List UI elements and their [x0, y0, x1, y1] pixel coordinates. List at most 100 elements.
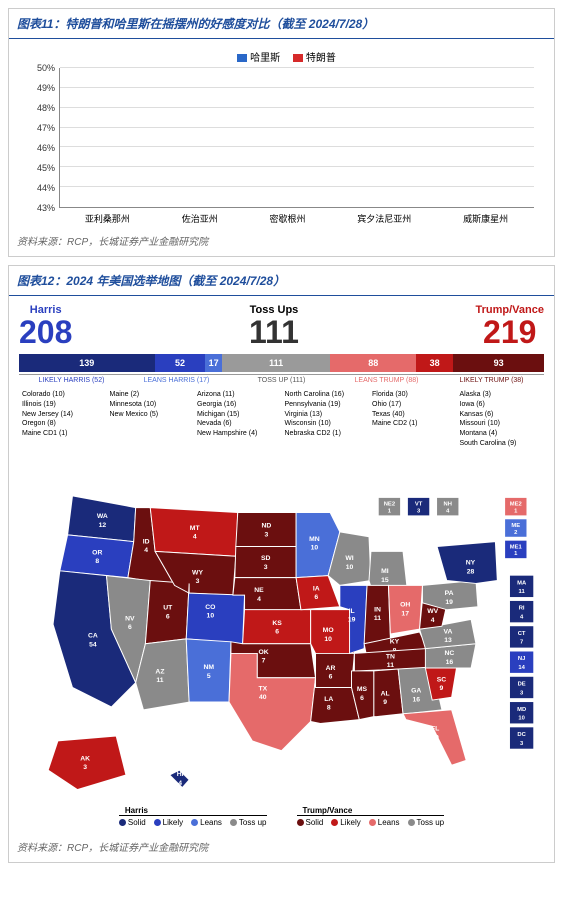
- states-column: Maine (2)Minnesota (10)New Mexico (5): [107, 388, 195, 451]
- ev-segment: 93: [453, 354, 544, 372]
- svg-text:6: 6: [275, 628, 279, 635]
- svg-text:AK: AK: [80, 755, 90, 762]
- svg-text:FL: FL: [431, 725, 439, 732]
- svg-text:7: 7: [520, 639, 523, 645]
- svg-text:8: 8: [95, 558, 99, 565]
- svg-text:MI: MI: [381, 568, 389, 575]
- svg-text:UT: UT: [163, 604, 173, 611]
- category-headers: LIKELY HARRIS (52)LEANS HARRIS (17)TOSS …: [19, 374, 544, 386]
- svg-text:CT: CT: [518, 631, 526, 637]
- svg-text:10: 10: [518, 715, 524, 721]
- svg-text:4: 4: [431, 617, 435, 624]
- ev-segment: 88: [330, 354, 416, 372]
- category-header: LIKELY HARRIS (52): [19, 374, 124, 386]
- legend-swatch-trump: [293, 54, 303, 62]
- us-map: WA12OR8CA54ID4NV6UT6AZ11MT4WY3CO10NM5ND3…: [19, 459, 544, 804]
- svg-text:NJ: NJ: [518, 656, 525, 662]
- svg-text:ME1: ME1: [510, 544, 523, 550]
- svg-text:3: 3: [196, 578, 200, 585]
- svg-text:HI: HI: [177, 771, 184, 778]
- svg-text:14: 14: [518, 665, 525, 671]
- svg-text:4: 4: [193, 534, 197, 541]
- chart-12: Harris208 Toss Ups111 Trump/Vance219 139…: [9, 296, 554, 835]
- category-header: LEANS TRUMP (88): [334, 374, 439, 386]
- state-IA: [296, 575, 340, 609]
- svg-text:VT: VT: [415, 501, 423, 507]
- svg-text:19: 19: [348, 616, 356, 623]
- svg-text:PA: PA: [445, 590, 454, 597]
- svg-text:10: 10: [324, 636, 332, 643]
- svg-text:9: 9: [383, 699, 387, 706]
- svg-text:SC: SC: [437, 676, 447, 683]
- figure-12: 图表12：2024 年美国选举地图（截至 2024/7/28） Harris20…: [8, 265, 555, 863]
- ev-summary: Harris208 Toss Ups111 Trump/Vance219: [19, 304, 544, 348]
- chart-11: 哈里斯 特朗普 43%44%45%46%47%48%49%50% 亚利桑那州佐治…: [9, 39, 554, 229]
- svg-text:WI: WI: [345, 555, 353, 562]
- svg-text:4: 4: [257, 596, 261, 603]
- category-header: LEANS HARRIS (17): [124, 374, 229, 386]
- svg-text:8: 8: [327, 704, 331, 711]
- svg-text:4: 4: [178, 780, 182, 787]
- svg-text:28: 28: [467, 568, 475, 575]
- svg-text:11: 11: [387, 662, 394, 669]
- svg-text:6: 6: [314, 594, 318, 601]
- svg-text:GA: GA: [411, 687, 421, 694]
- figure-11: 图表11：特朗普和哈里斯在摇摆州的好感度对比（截至 2024/7/28） 哈里斯…: [8, 8, 555, 257]
- svg-text:DE: DE: [518, 681, 526, 687]
- states-table: Colorado (10)Illinois (19)New Jersey (14…: [19, 388, 544, 451]
- legend-swatch-harris: [237, 54, 247, 62]
- svg-text:MN: MN: [309, 536, 320, 543]
- figure-12-title: 图表12：2024 年美国选举地图（截至 2024/7/28）: [9, 266, 554, 296]
- svg-text:NE: NE: [254, 587, 264, 594]
- chart-11-legend: 哈里斯 特朗普: [29, 49, 534, 64]
- svg-text:30: 30: [431, 734, 439, 741]
- svg-text:WV: WV: [427, 608, 438, 615]
- svg-text:CO: CO: [205, 604, 215, 611]
- ev-segment: 52: [155, 354, 206, 372]
- svg-text:MA: MA: [517, 580, 527, 586]
- svg-text:AZ: AZ: [155, 668, 164, 675]
- svg-text:6: 6: [128, 624, 132, 631]
- svg-text:5: 5: [207, 673, 211, 680]
- states-column: Florida (30)Ohio (17)Texas (40)Maine CD2…: [369, 388, 457, 451]
- svg-text:NC: NC: [445, 650, 455, 657]
- map-legend: HarrisSolidLikelyLeansToss up Trump/Vanc…: [19, 806, 544, 827]
- figure-12-source: 资料来源：RCP，长城证券产业金融研究院: [9, 835, 554, 862]
- svg-text:MT: MT: [190, 525, 201, 532]
- svg-text:11: 11: [519, 589, 526, 595]
- svg-text:6: 6: [329, 673, 333, 680]
- svg-text:ND: ND: [262, 522, 272, 529]
- svg-text:10: 10: [346, 564, 354, 571]
- svg-text:10: 10: [207, 612, 215, 619]
- svg-text:3: 3: [264, 564, 268, 571]
- svg-text:NM: NM: [204, 664, 215, 671]
- svg-text:ME2: ME2: [510, 501, 523, 507]
- ev-segment: 111: [222, 354, 330, 372]
- svg-text:MS: MS: [357, 686, 368, 693]
- ev-segment: 17: [205, 354, 222, 372]
- svg-text:NY: NY: [466, 559, 476, 566]
- svg-text:AL: AL: [381, 690, 390, 697]
- svg-text:TN: TN: [386, 653, 395, 660]
- svg-text:15: 15: [381, 577, 389, 584]
- svg-text:ID: ID: [143, 538, 150, 545]
- ev-bar: 1395217111883893: [19, 354, 544, 372]
- svg-text:12: 12: [99, 522, 107, 529]
- svg-text:WA: WA: [97, 513, 108, 520]
- svg-text:KY: KY: [390, 638, 400, 645]
- state-AK: [48, 736, 126, 789]
- svg-text:WY: WY: [192, 569, 203, 576]
- svg-text:13: 13: [444, 637, 452, 644]
- svg-text:VA: VA: [444, 628, 453, 635]
- svg-text:TX: TX: [258, 685, 267, 692]
- svg-text:ME: ME: [511, 523, 520, 529]
- svg-text:16: 16: [412, 696, 420, 703]
- states-column: North Carolina (16)Pennsylvania (19)Virg…: [282, 388, 370, 451]
- svg-text:10: 10: [311, 544, 319, 551]
- svg-text:CA: CA: [88, 632, 98, 639]
- states-column: Arizona (11)Georgia (16)Michigan (15)Nev…: [194, 388, 282, 451]
- svg-text:4: 4: [144, 547, 148, 554]
- svg-text:IA: IA: [313, 585, 320, 592]
- svg-text:7: 7: [262, 658, 266, 665]
- category-header: LIKELY TRUMP (38): [439, 374, 544, 386]
